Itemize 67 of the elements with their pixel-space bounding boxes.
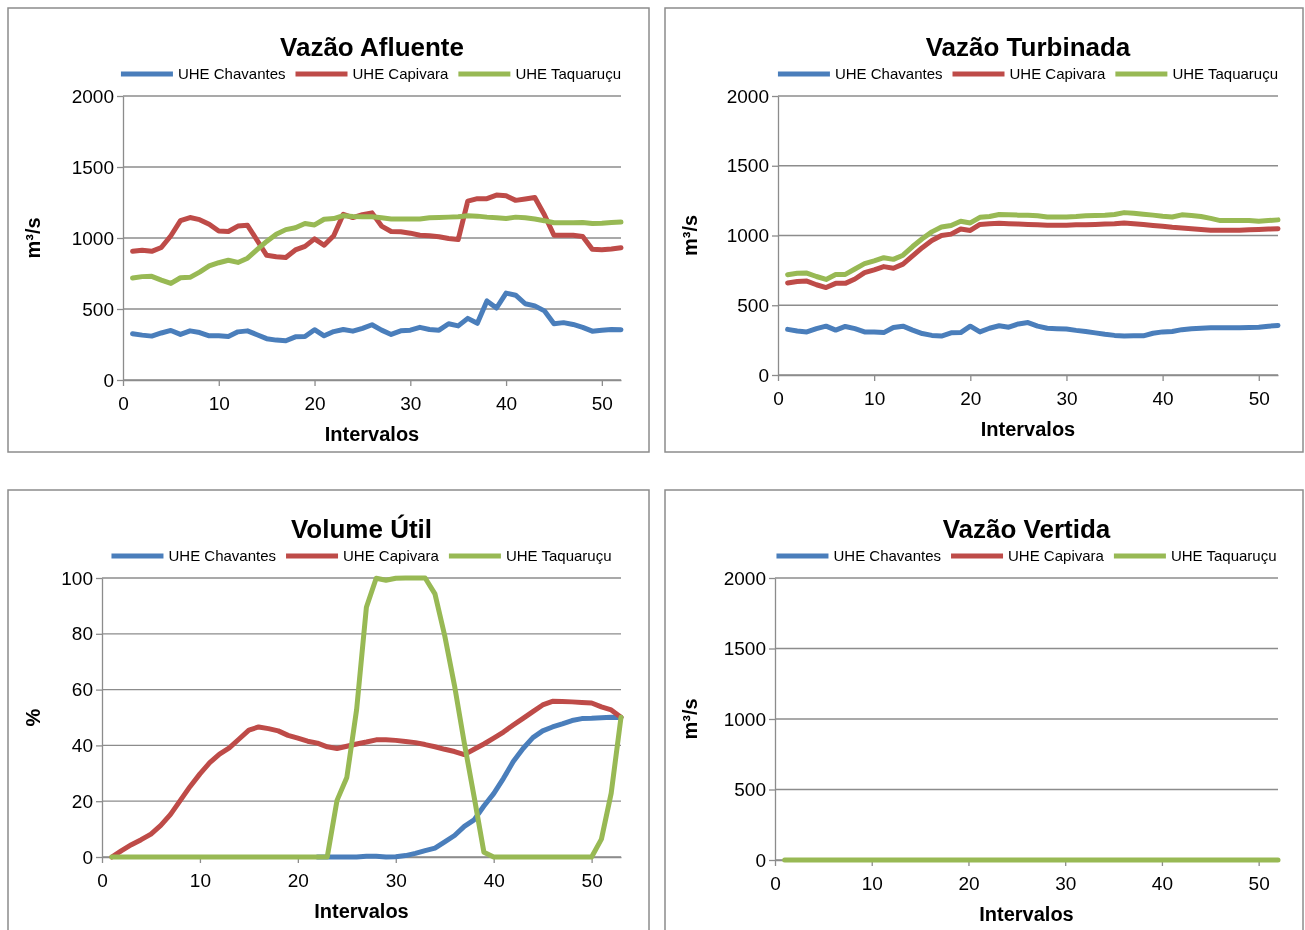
x-tick-label: 40	[483, 869, 505, 891]
y-tick-label: 60	[71, 679, 93, 701]
x-tick-label: 50	[1248, 872, 1270, 894]
x-tick-label: 10	[864, 387, 886, 409]
y-tick-label: 1500	[71, 156, 114, 178]
x-tick-label: 40	[496, 392, 518, 414]
x-tick-label: 0	[118, 392, 129, 414]
x-tick-label: 30	[400, 392, 422, 414]
y-tick-label: 40	[71, 734, 93, 756]
y-tick-label: 500	[734, 779, 766, 801]
legend-label: UHE Chavantes	[177, 65, 286, 82]
y-tick-label: 100	[61, 567, 93, 589]
legend-label: UHE Taquaruçu	[1170, 547, 1277, 564]
x-tick-label: 20	[287, 869, 309, 891]
x-tick-label: 40	[1151, 872, 1173, 894]
y-tick-label: 2000	[723, 567, 766, 589]
x-tick-label: 30	[1055, 872, 1077, 894]
x-axis-title: Intervalos	[979, 903, 1074, 925]
y-tick-label: 500	[737, 294, 769, 316]
x-axis-title: Intervalos	[314, 900, 409, 922]
y-tick-label: 0	[103, 369, 114, 391]
x-tick-label: 10	[208, 392, 230, 414]
chart-title: Volume Útil	[290, 514, 433, 544]
legend-label: UHE Chavantes	[168, 547, 277, 564]
y-tick-label: 1000	[723, 708, 766, 730]
legend-label: UHE Capivara	[1009, 65, 1107, 82]
y-axis-title: m³/s	[679, 214, 701, 257]
y-tick-label: 0	[755, 849, 766, 871]
y-tick-label: 0	[82, 846, 93, 868]
x-tick-label: 0	[773, 387, 784, 409]
x-tick-label: 10	[861, 872, 883, 894]
x-axis-title: Intervalos	[980, 418, 1076, 440]
x-tick-label: 20	[960, 387, 982, 409]
x-tick-label: 20	[958, 872, 980, 894]
x-tick-label: 30	[385, 869, 407, 891]
legend-label: UHE Capivara	[352, 65, 450, 82]
legend-label: UHE Taquaruçu	[505, 547, 612, 564]
x-tick-label: 50	[581, 869, 603, 891]
legend-label: UHE Taquaruçu	[1172, 65, 1278, 82]
y-tick-label: 2000	[726, 85, 769, 107]
x-tick-label: 50	[591, 392, 613, 414]
legend-label: UHE Taquaruçu	[515, 65, 621, 82]
legend-label: UHE Chavantes	[834, 65, 943, 82]
y-tick-label: 1500	[726, 155, 769, 177]
x-tick-label: 40	[1152, 387, 1174, 409]
y-tick-label: 1000	[71, 227, 114, 249]
chart-title: Vazão Vertida	[942, 514, 1111, 544]
x-tick-label: 50	[1248, 387, 1270, 409]
x-axis-title: Intervalos	[324, 423, 420, 445]
y-axis-title: m³/s	[679, 698, 701, 740]
y-axis-title: %	[22, 708, 44, 727]
x-tick-label: 20	[304, 392, 326, 414]
x-tick-label: 10	[189, 869, 211, 891]
y-tick-label: 500	[82, 298, 114, 320]
y-tick-label: 1500	[723, 638, 766, 660]
legend-label: UHE Capivara	[1008, 547, 1105, 564]
chart-title: Vazão Afluente	[280, 32, 464, 62]
y-axis-title: m³/s	[22, 217, 44, 259]
y-tick-label: 2000	[71, 85, 114, 107]
x-tick-label: 30	[1056, 387, 1078, 409]
y-tick-label: 1000	[726, 225, 769, 247]
legend-label: UHE Capivara	[343, 547, 440, 564]
y-tick-label: 80	[71, 623, 93, 645]
y-tick-label: 20	[71, 790, 93, 812]
y-tick-label: 0	[758, 364, 769, 386]
legend-label: UHE Chavantes	[833, 547, 942, 564]
chart-title: Vazão Turbinada	[925, 32, 1131, 62]
